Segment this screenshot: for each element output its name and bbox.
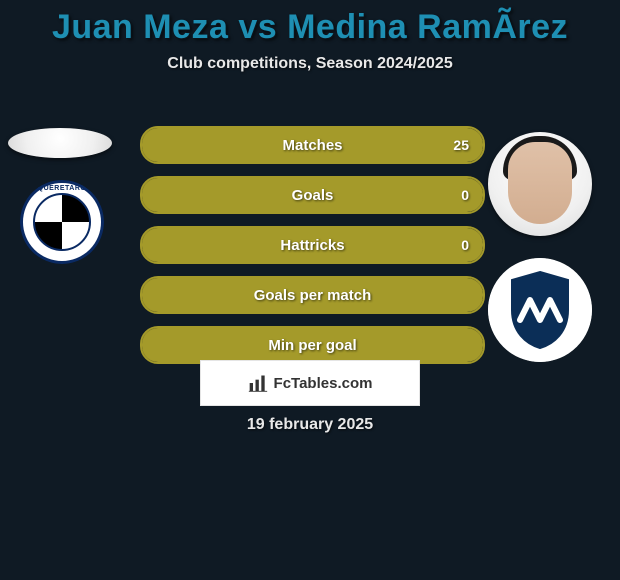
stat-bar-right-value: 0 [461,228,469,262]
stat-bar: Goals per match [140,276,485,314]
team-left-name: QUERETARO [23,185,101,192]
stat-bar: Hattricks0 [140,226,485,264]
stat-bar-fill [142,278,483,312]
page-title: Juan Meza vs Medina RamÃ­rez [0,8,620,47]
stat-bar: Matches25 [140,126,485,164]
stat-bar-right-value: 25 [453,128,469,162]
stat-bar-fill [142,328,483,362]
comparison-card: Juan Meza vs Medina RamÃ­rez Club compet… [0,8,620,580]
stat-bar-fill [142,128,483,162]
stat-bar-fill [142,178,483,212]
stats-bars: Matches25 Goals0 Hattricks0 Goals per match… [140,126,485,376]
date-text: 19 february 2025 [0,416,620,434]
brand-box[interactable]: FcTables.com [200,360,420,406]
monterrey-shield-icon [506,270,574,350]
player-left-avatar [8,128,112,158]
bar-chart-icon [248,373,268,393]
player-right-avatar [488,132,592,236]
stat-bar: Goals0 [140,176,485,214]
avatar-face [508,142,572,224]
brand-text: FcTables.com [274,375,373,392]
team-left-badge: QUERETARO [20,180,104,264]
stat-bar-fill [142,228,483,262]
stat-bar: Min per goal [140,326,485,364]
page-subtitle: Club competitions, Season 2024/2025 [0,55,620,73]
team-right-badge [488,258,592,362]
stat-bar-right-value: 0 [461,178,469,212]
